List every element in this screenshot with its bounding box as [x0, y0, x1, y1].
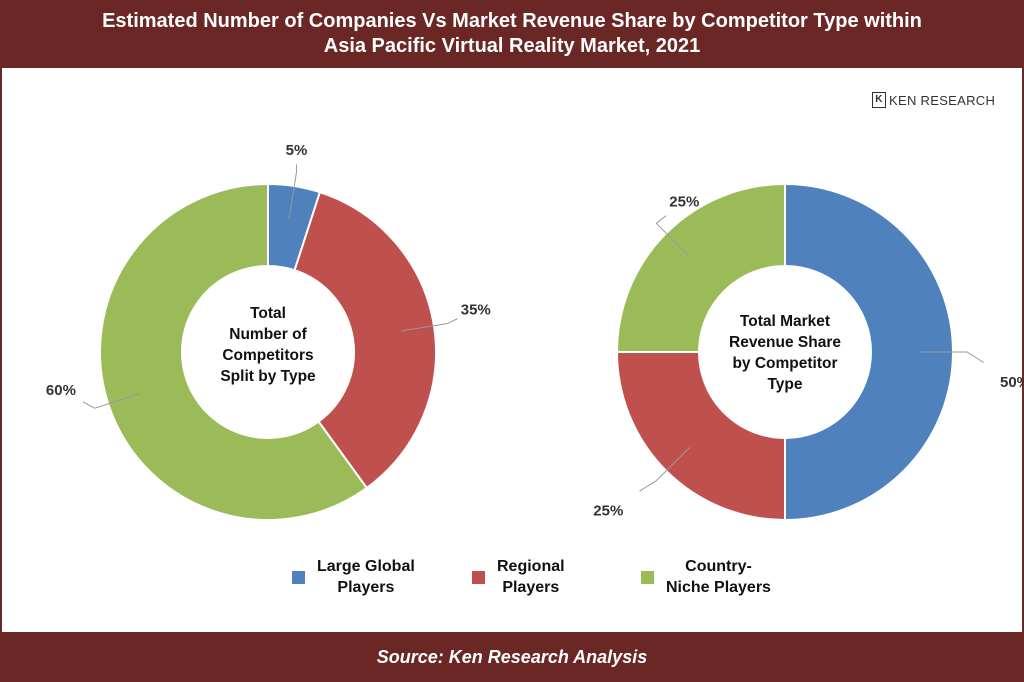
- donut-2-center-label: Total Market Revenue Share by Competitor…: [714, 308, 856, 398]
- donut-2-center-line3: by Competitor: [732, 355, 838, 372]
- chart-title-line2: Asia Pacific Virtual Reality Market, 202…: [323, 35, 701, 57]
- donut-2-center-line2: Revenue Share: [729, 334, 841, 351]
- donut-2-slice-regional: [615, 351, 786, 522]
- donut-2-data-label-regional: 25%: [593, 503, 623, 520]
- donut-2-leader-line-country-niche: [655, 215, 690, 257]
- source-footer: Source: Ken Research Analysis: [0, 632, 1024, 682]
- donut-1-leader-line-regional: [401, 318, 458, 332]
- ken-research-logo: K KEN RESEARCH: [872, 92, 995, 108]
- donut-2-center-line4: Type: [767, 376, 803, 393]
- legend-label-large-global: Large Global Players: [317, 558, 415, 596]
- chart-title: Estimated Number of Companies Vs Market …: [0, 0, 1024, 68]
- donut-1-data-label-regional: 35%: [461, 302, 491, 319]
- donut-2-data-label-country-niche: 25%: [669, 193, 699, 210]
- donut-1-center-line4: Split by Type: [220, 368, 316, 385]
- donut-2-slice-country-niche: [615, 182, 786, 353]
- chart-legend: Large Global Players Regional Players Co…: [0, 556, 1024, 604]
- donut-2-center-line1: Total Market: [739, 313, 831, 330]
- donut-charts: 5% 35% 60% 50% 25% 25%: [46, 142, 1024, 522]
- legend-swatch-large-global: [292, 570, 305, 584]
- donut-1-leader-line-country-niche: [82, 393, 140, 409]
- legend-swatch-regional: [472, 570, 485, 584]
- legend-item-large-global: Large Global Players: [292, 556, 415, 598]
- legend-item-regional: Regional Players: [472, 556, 565, 598]
- donut-1-center-label: Total Number of Competitors Split by Typ…: [200, 300, 336, 390]
- chart-title-line1: Estimated Number of Companies Vs Market …: [102, 10, 922, 32]
- donut-1-leader-line-large-global: [288, 164, 297, 219]
- donut-2-slice-large-global: [784, 182, 954, 522]
- donut-1-data-label-country-niche: 60%: [46, 382, 76, 399]
- legend-swatch-country-niche: [641, 570, 654, 584]
- donut-2-data-label-large-global: 50%: [1000, 374, 1024, 391]
- donut-1-slice-regional: [293, 190, 437, 490]
- logo-text: KEN RESEARCH: [889, 92, 996, 108]
- legend-item-country-niche: Country- Niche Players: [641, 556, 771, 598]
- ken-research-logo-icon: K: [872, 92, 886, 108]
- donut-2-leader-line-regional: [639, 447, 690, 492]
- donut-1-data-label-large-global: 5%: [286, 142, 308, 159]
- donut-1-center-line2: Number of: [229, 326, 307, 343]
- donut-1-slice-country-niche: [99, 182, 369, 521]
- legend-label-regional: Regional Players: [497, 558, 565, 596]
- donut-2-leader-line-large-global: [920, 351, 985, 363]
- source-text: Source: Ken Research Analysis: [376, 646, 648, 667]
- donut-1-center-line1: Total: [250, 305, 286, 322]
- donut-1-center-line3: Competitors: [222, 347, 314, 364]
- legend-label-country-niche: Country- Niche Players: [666, 558, 771, 596]
